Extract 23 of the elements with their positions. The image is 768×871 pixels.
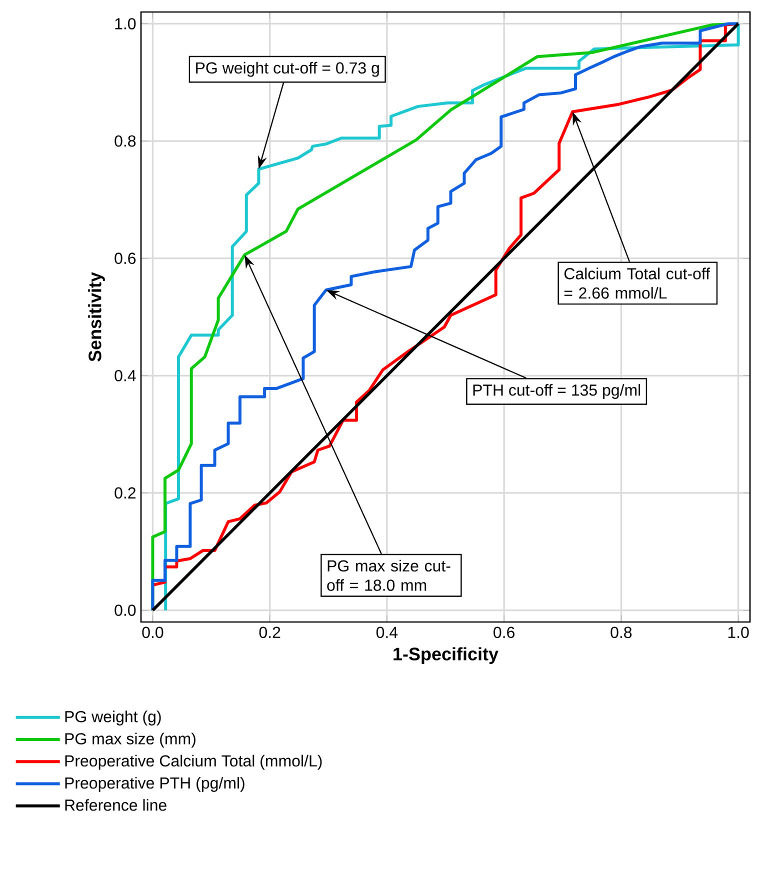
x-tick-label: 0.4 (376, 626, 398, 638)
x-tick-label: 0.6 (494, 626, 514, 638)
annotation: PTH cut-off = 135 pg/ml (473, 384, 640, 399)
x-axis-title: 1-Specificity (394, 647, 498, 664)
legend-label: PG weight (g) (65, 710, 161, 726)
legend-label: Reference line (65, 799, 166, 811)
x-tick-label: 0.2 (259, 626, 280, 638)
legend-label: PG max size (mm) (65, 732, 196, 748)
y-tick-label: 0.4 (114, 370, 136, 382)
y-tick-label: 1.0 (115, 18, 136, 30)
y-tick-label: 0.6 (114, 252, 136, 264)
annotation: PG weight cut-off = 0.73 g (196, 62, 379, 77)
y-tick-label: 0.8 (114, 135, 136, 147)
legend-label: Preoperative PTH (pg/ml) (65, 776, 244, 792)
annotation: Calcium Total cut-off = 2.66 mmol/L (564, 268, 710, 299)
y-axis-title: Sensitivity (88, 272, 105, 362)
annotation: PG max size cut-off = 18.0 mm (327, 560, 450, 591)
x-tick-label: 0.8 (610, 626, 632, 638)
y-tick-label: 0.0 (114, 604, 136, 616)
x-tick-label: 1.0 (728, 626, 749, 638)
y-tick-label: 0.2 (114, 487, 136, 499)
x-tick-label: 0.0 (142, 626, 164, 638)
legend-label: Preoperative Calcium Total (mmol/L) (65, 754, 322, 770)
